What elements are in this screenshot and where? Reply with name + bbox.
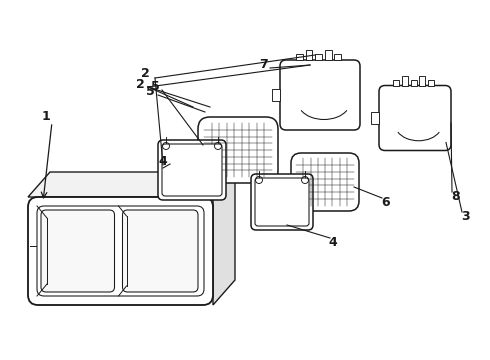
Bar: [272, 89, 280, 101]
Bar: [419, 76, 425, 86]
Bar: [334, 54, 341, 60]
Polygon shape: [28, 172, 235, 197]
Bar: [296, 54, 303, 60]
FancyBboxPatch shape: [162, 144, 222, 196]
FancyBboxPatch shape: [291, 153, 359, 211]
Bar: [393, 80, 399, 86]
Text: 5: 5: [150, 80, 159, 93]
FancyBboxPatch shape: [122, 210, 198, 292]
Bar: [325, 50, 332, 60]
Bar: [428, 80, 434, 86]
Bar: [315, 54, 322, 60]
FancyBboxPatch shape: [37, 206, 204, 296]
Text: 5: 5: [146, 85, 154, 98]
Text: 4: 4: [329, 235, 338, 248]
FancyBboxPatch shape: [158, 140, 226, 200]
FancyBboxPatch shape: [280, 60, 360, 130]
Text: 3: 3: [462, 210, 470, 222]
Text: 2: 2: [136, 77, 145, 90]
FancyBboxPatch shape: [255, 178, 309, 226]
Text: 4: 4: [159, 154, 168, 167]
Polygon shape: [213, 172, 235, 305]
FancyBboxPatch shape: [198, 117, 278, 183]
FancyBboxPatch shape: [41, 210, 115, 292]
Text: 1: 1: [42, 109, 50, 122]
Text: 8: 8: [452, 189, 460, 202]
Text: 2: 2: [141, 67, 149, 80]
Bar: [371, 112, 379, 124]
FancyBboxPatch shape: [251, 174, 313, 230]
FancyBboxPatch shape: [28, 197, 213, 305]
Text: 7: 7: [260, 58, 269, 71]
Bar: [402, 76, 408, 86]
FancyBboxPatch shape: [379, 86, 451, 150]
Bar: [306, 50, 312, 60]
Text: 6: 6: [382, 195, 391, 208]
Bar: [411, 80, 416, 86]
